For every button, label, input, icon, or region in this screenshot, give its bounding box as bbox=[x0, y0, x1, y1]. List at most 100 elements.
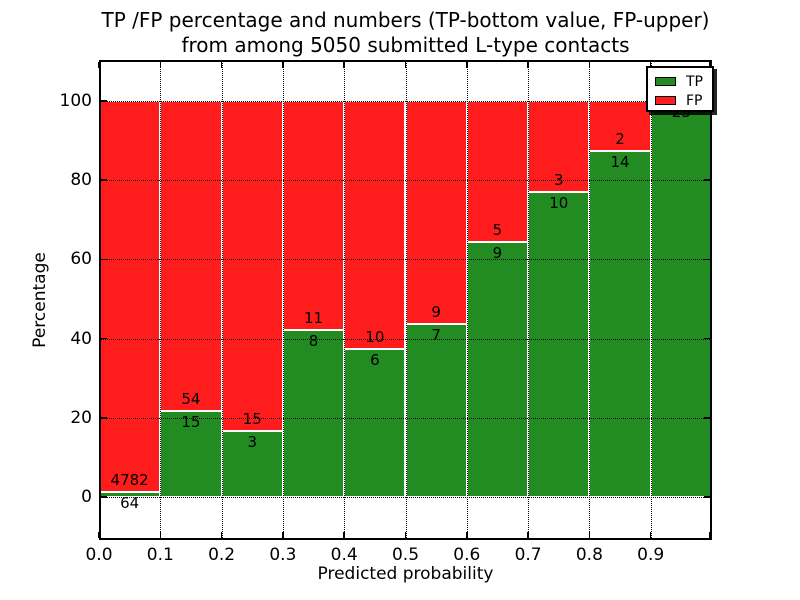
x-axis-tick bbox=[649, 532, 652, 538]
x-axis-tick bbox=[588, 532, 591, 538]
bar-segment-tp bbox=[650, 101, 712, 497]
x-tick-label: 0.2 bbox=[208, 545, 236, 565]
x-axis-tick-top bbox=[220, 62, 223, 68]
x-tick-label: 0.7 bbox=[514, 545, 542, 565]
bar-count-label-fp: 10 bbox=[365, 327, 385, 346]
gridline-vertical bbox=[160, 60, 162, 540]
bar-segment-tp bbox=[344, 348, 406, 497]
x-axis-tick bbox=[343, 532, 345, 538]
gridline-vertical bbox=[282, 60, 284, 540]
x-axis-tick bbox=[527, 532, 529, 538]
legend-label-tp: TP bbox=[686, 73, 703, 90]
y-axis-tick bbox=[101, 258, 107, 261]
bar-segment-tp bbox=[221, 430, 283, 497]
x-axis-tick bbox=[282, 532, 284, 538]
x-axis-tick bbox=[159, 532, 162, 538]
y-axis-tick bbox=[101, 100, 107, 102]
bar-count-label-fp: 11 bbox=[303, 309, 324, 328]
bar-segment-fp bbox=[221, 101, 283, 431]
legend-label-fp: FP bbox=[686, 92, 703, 109]
bar-count-label-tp: 8 bbox=[308, 332, 319, 351]
x-tick-label: 0.8 bbox=[575, 545, 603, 565]
y-axis-tick bbox=[101, 337, 107, 340]
legend: TP FP bbox=[646, 66, 714, 112]
y-tick-label: 80 bbox=[70, 170, 92, 191]
x-tick-label: 0.9 bbox=[637, 545, 665, 565]
x-axis-tick-top bbox=[159, 62, 162, 68]
gridline-vertical bbox=[221, 60, 223, 540]
bar-count-label-tp: 15 bbox=[181, 412, 201, 431]
bar-segment-tp bbox=[160, 410, 222, 497]
bar-count-label-tp: 3 bbox=[247, 432, 258, 451]
bar-count-label-tp: 14 bbox=[610, 152, 630, 171]
bar-segment-tp bbox=[528, 192, 590, 497]
bar-segment-fp bbox=[160, 101, 222, 411]
y-axis-tick-right bbox=[704, 417, 710, 419]
bar-count-label-fp: 4782 bbox=[110, 470, 149, 489]
y-axis-tick-right bbox=[704, 179, 710, 181]
y-axis-tick bbox=[101, 179, 107, 181]
bar-count-label-fp: 3 bbox=[553, 171, 564, 190]
bar-segment-fp bbox=[99, 101, 161, 492]
plot-area: 4782 64 54 15 15 3 11 8 10 6 9 7 5 9 3 10 2 14 23 bbox=[98, 60, 712, 540]
x-axis-tick bbox=[220, 532, 223, 538]
bar-count-label-tp: 9 bbox=[492, 244, 503, 263]
x-axis-tick bbox=[404, 532, 407, 538]
bar-count-label-tp: 10 bbox=[549, 194, 569, 213]
y-axis-tick-right bbox=[704, 496, 710, 498]
gridline-vertical bbox=[650, 60, 652, 540]
x-tick-label: 0.3 bbox=[269, 545, 297, 565]
gridline-vertical bbox=[466, 60, 468, 540]
y-axis-tick-right bbox=[704, 258, 710, 261]
chart-title: TP /FP percentage and numbers (TP-bottom… bbox=[99, 8, 712, 58]
bar-count-label-fp: 15 bbox=[242, 409, 262, 428]
legend-swatch-fp bbox=[655, 96, 676, 105]
bar-count-label-tp: 6 bbox=[370, 350, 380, 369]
y-tick-label: 100 bbox=[59, 91, 92, 111]
gridline-vertical bbox=[528, 60, 530, 540]
y-tick-label: 60 bbox=[70, 249, 92, 270]
legend-swatch-tp bbox=[655, 77, 676, 86]
chart-title-line1: TP /FP percentage and numbers (TP-bottom… bbox=[101, 8, 710, 32]
x-axis-tick bbox=[709, 532, 711, 538]
x-axis-tick-top bbox=[282, 62, 284, 68]
bar-segment-tp bbox=[405, 323, 467, 497]
y-tick-label: 0 bbox=[81, 487, 92, 507]
legend-entry-tp: TP bbox=[655, 74, 712, 89]
gridline-vertical bbox=[589, 60, 591, 540]
x-tick-label: 0.5 bbox=[391, 545, 420, 565]
y-axis-tick bbox=[101, 417, 107, 419]
x-axis-tick-top bbox=[343, 62, 345, 68]
y-tick-label: 40 bbox=[70, 328, 92, 349]
legend-entry-fp: FP bbox=[655, 93, 712, 108]
y-axis-tick-right bbox=[704, 337, 710, 340]
x-axis-tick-top bbox=[588, 62, 591, 68]
x-axis-label: Predicted probability bbox=[317, 564, 494, 584]
chart-title-line2: from among 5050 submitted L-type contact… bbox=[181, 33, 630, 57]
x-tick-label: 0.6 bbox=[453, 545, 481, 565]
bar-count-label-fp: 54 bbox=[181, 389, 201, 408]
bar-segment-fp bbox=[344, 101, 406, 349]
bar-count-label-tp: 64 bbox=[120, 493, 140, 512]
x-tick-label: 0.0 bbox=[85, 545, 113, 565]
bar-count-label-fp: 9 bbox=[431, 302, 441, 321]
bar-segment-fp bbox=[466, 101, 529, 243]
gridline-vertical bbox=[344, 60, 346, 540]
x-tick-label: 0.4 bbox=[330, 545, 358, 565]
bar-count-label-fp: 5 bbox=[492, 221, 503, 240]
x-axis-tick bbox=[98, 532, 100, 538]
bar-segment-tp bbox=[282, 330, 345, 497]
gridline-vertical bbox=[405, 60, 407, 540]
x-axis-tick-top bbox=[466, 62, 468, 68]
bar-count-label-fp: 2 bbox=[615, 129, 625, 148]
x-axis-tick-top bbox=[98, 62, 100, 68]
bar-segment-fp bbox=[405, 101, 467, 324]
x-axis-tick-top bbox=[527, 62, 529, 68]
y-axis-tick bbox=[101, 496, 107, 498]
x-axis-tick bbox=[466, 532, 468, 538]
y-tick-label: 20 bbox=[70, 407, 92, 428]
x-axis-tick-top bbox=[404, 62, 407, 68]
x-axis-tick-top bbox=[649, 62, 652, 68]
bar-count-label-tp: 7 bbox=[431, 325, 441, 344]
